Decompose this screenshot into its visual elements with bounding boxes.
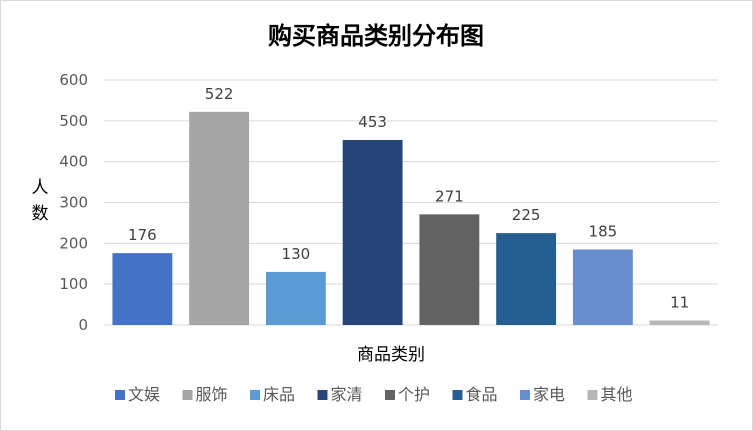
- data-label: 271: [435, 187, 464, 205]
- legend-swatch: [115, 390, 125, 400]
- data-label: 453: [358, 113, 387, 131]
- bar-食品: [496, 233, 557, 325]
- data-label: 225: [512, 206, 541, 224]
- bar-其他: [649, 320, 710, 325]
- y-axis-title: 人数: [32, 178, 49, 224]
- data-labels: 176 522 130 453 271 225 185 11: [128, 85, 689, 312]
- legend-swatch: [587, 390, 598, 400]
- data-label: 522: [205, 85, 234, 103]
- chart-title: 购买商品类别分布图: [268, 21, 484, 50]
- bar-床品: [265, 271, 326, 325]
- legend-label: 其他: [601, 385, 633, 404]
- legend-label: 文娱: [128, 385, 160, 404]
- bar-家清: [342, 140, 403, 325]
- legend-label: 床品: [263, 385, 295, 404]
- data-label: 11: [670, 294, 689, 312]
- y-axis-title-char: 人: [32, 178, 49, 198]
- legend: 文娱 服饰 床品 家清 个护 食品 家电 其他: [115, 385, 633, 404]
- legend-label: 个护: [398, 385, 430, 404]
- data-label: 176: [128, 226, 157, 244]
- legend-swatch: [520, 390, 530, 400]
- legend-swatch: [250, 390, 260, 400]
- bar-个护: [419, 214, 480, 325]
- bar-服饰: [189, 111, 250, 325]
- legend-swatch: [317, 390, 328, 400]
- legend-label: 食品: [466, 385, 498, 404]
- legend-swatch: [452, 390, 463, 400]
- legend-label: 家电: [533, 385, 565, 404]
- bar-家电: [572, 249, 633, 325]
- legend-label: 家清: [331, 385, 363, 404]
- bars: [112, 111, 710, 325]
- y-axis-ticks: 0 100 200 300 400 500 600: [59, 71, 88, 334]
- data-label: 185: [589, 222, 618, 240]
- y-tick-label: 600: [59, 71, 88, 89]
- y-tick-label: 300: [59, 194, 88, 212]
- y-tick-label: 200: [59, 234, 88, 252]
- legend-swatch: [182, 390, 193, 400]
- bar-文娱: [112, 253, 173, 325]
- data-label: 130: [282, 245, 311, 263]
- legend-label: 服饰: [196, 385, 228, 404]
- y-tick-label: 100: [59, 275, 88, 293]
- y-tick-label: 500: [59, 112, 88, 130]
- x-axis-title: 商品类别: [357, 345, 425, 365]
- y-axis-title-char: 数: [32, 204, 49, 224]
- y-tick-label: 0: [78, 316, 88, 334]
- y-tick-label: 400: [59, 153, 88, 171]
- legend-swatch: [385, 390, 395, 400]
